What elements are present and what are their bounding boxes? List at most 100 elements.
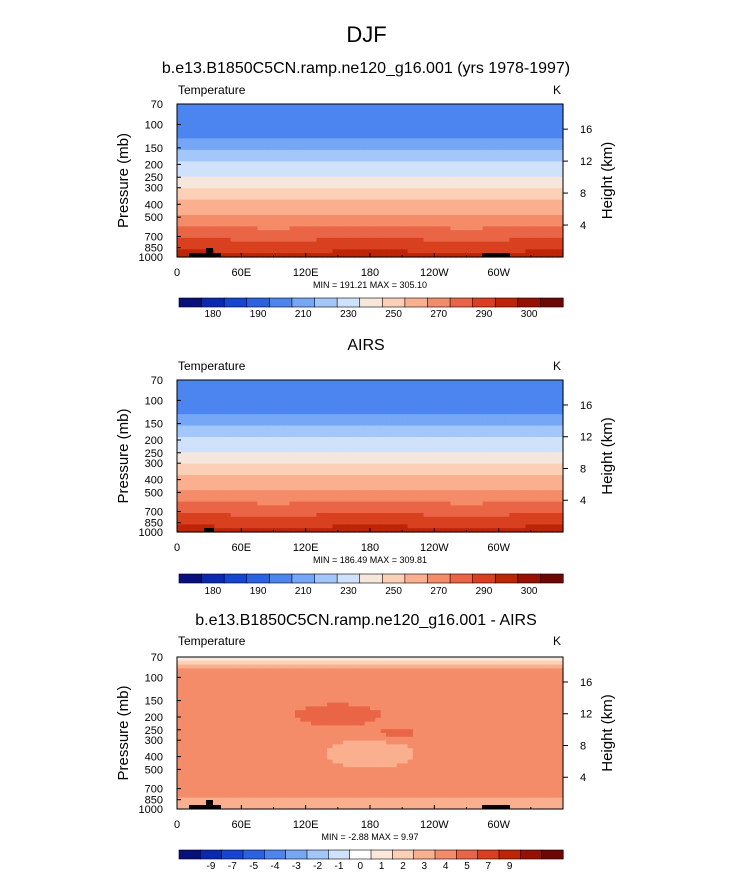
field-cell	[311, 199, 317, 205]
field-cell	[327, 115, 334, 120]
field-cell	[461, 153, 468, 159]
field-cell	[487, 165, 494, 170]
field-cell	[209, 172, 216, 178]
field-cell	[504, 134, 510, 140]
field-cell	[198, 111, 205, 117]
field-cell	[252, 146, 259, 151]
field-cell	[418, 188, 425, 193]
field-cell	[466, 153, 473, 159]
field-cell	[380, 142, 387, 147]
field-cell	[536, 146, 543, 151]
field-cell	[375, 149, 382, 155]
field-cell	[177, 107, 183, 113]
field-cell	[407, 176, 414, 182]
field-cell	[241, 149, 248, 155]
field-cell	[257, 119, 264, 124]
field-cell	[536, 149, 543, 155]
field-cell	[461, 169, 468, 174]
field-cell	[493, 157, 500, 162]
field-cell	[337, 195, 344, 201]
field-cell	[332, 195, 339, 201]
field-cell	[375, 138, 382, 143]
field-cell	[198, 169, 205, 174]
field-cell	[407, 104, 414, 109]
field-cell	[445, 172, 452, 178]
field-cell	[284, 184, 291, 189]
field-cell	[289, 146, 296, 151]
field-cell	[209, 199, 216, 205]
field-cell	[198, 199, 205, 205]
field-cell	[434, 138, 441, 143]
field-cell	[252, 165, 259, 170]
field-cell	[348, 126, 355, 132]
field-cell	[439, 104, 446, 109]
field-cell	[321, 199, 328, 205]
field-cell	[461, 134, 468, 140]
field-cell	[327, 107, 334, 113]
field-cell	[316, 195, 323, 201]
field-cell	[461, 115, 468, 120]
field-cell	[353, 199, 360, 205]
field-cell	[423, 134, 430, 140]
field-cell	[461, 172, 468, 178]
field-cell	[514, 149, 521, 155]
field-cell	[332, 149, 339, 155]
field-cell	[552, 146, 559, 151]
field-cell	[493, 119, 500, 124]
field-cell	[546, 199, 553, 205]
field-cell	[230, 161, 237, 166]
field-cell	[273, 123, 280, 128]
field-cell	[294, 157, 301, 162]
field-cell	[177, 188, 183, 193]
field-cell	[311, 115, 317, 120]
field-cell	[198, 104, 205, 109]
field-cell	[230, 180, 237, 185]
field-cell	[294, 169, 301, 174]
field-cell	[504, 184, 510, 189]
field-cell	[182, 111, 189, 117]
field-cell	[321, 203, 328, 208]
field-cell	[482, 176, 489, 182]
field-cell	[493, 138, 500, 143]
field-cell	[375, 191, 382, 197]
field-cell	[305, 130, 312, 136]
field-cell	[289, 169, 296, 174]
field-cell	[386, 146, 393, 151]
field-cell	[262, 184, 269, 189]
field-cell	[509, 115, 516, 120]
field-cell	[536, 169, 543, 174]
field-cell	[525, 188, 532, 193]
field-cell	[241, 104, 248, 109]
field-cell	[262, 199, 269, 205]
field-cell	[498, 126, 505, 132]
field-cell	[487, 119, 494, 124]
field-cell	[391, 165, 398, 170]
field-cell	[252, 111, 259, 117]
field-cell	[487, 180, 494, 185]
field-cell	[375, 203, 382, 208]
field-cell	[461, 130, 468, 136]
field-cell	[214, 149, 221, 155]
field-cell	[268, 157, 275, 162]
field-cell	[209, 134, 216, 140]
field-cell	[541, 111, 548, 117]
field-cell	[530, 153, 537, 159]
field-cell	[434, 199, 441, 205]
field-cell	[380, 199, 387, 205]
field-cell	[268, 126, 275, 132]
field-cell	[536, 188, 543, 193]
field-cell	[219, 138, 226, 143]
field-cell	[305, 172, 312, 178]
field-cell	[225, 169, 232, 174]
field-cell	[353, 176, 360, 182]
field-cell	[471, 169, 478, 174]
field-cell	[375, 134, 382, 140]
field-cell	[412, 130, 419, 136]
field-cell	[541, 180, 548, 185]
field-cell	[370, 172, 376, 178]
field-cell	[278, 146, 285, 151]
field-cell	[450, 191, 457, 197]
field-cell	[268, 104, 275, 109]
field-cell	[455, 149, 462, 155]
field-cell	[300, 184, 307, 189]
